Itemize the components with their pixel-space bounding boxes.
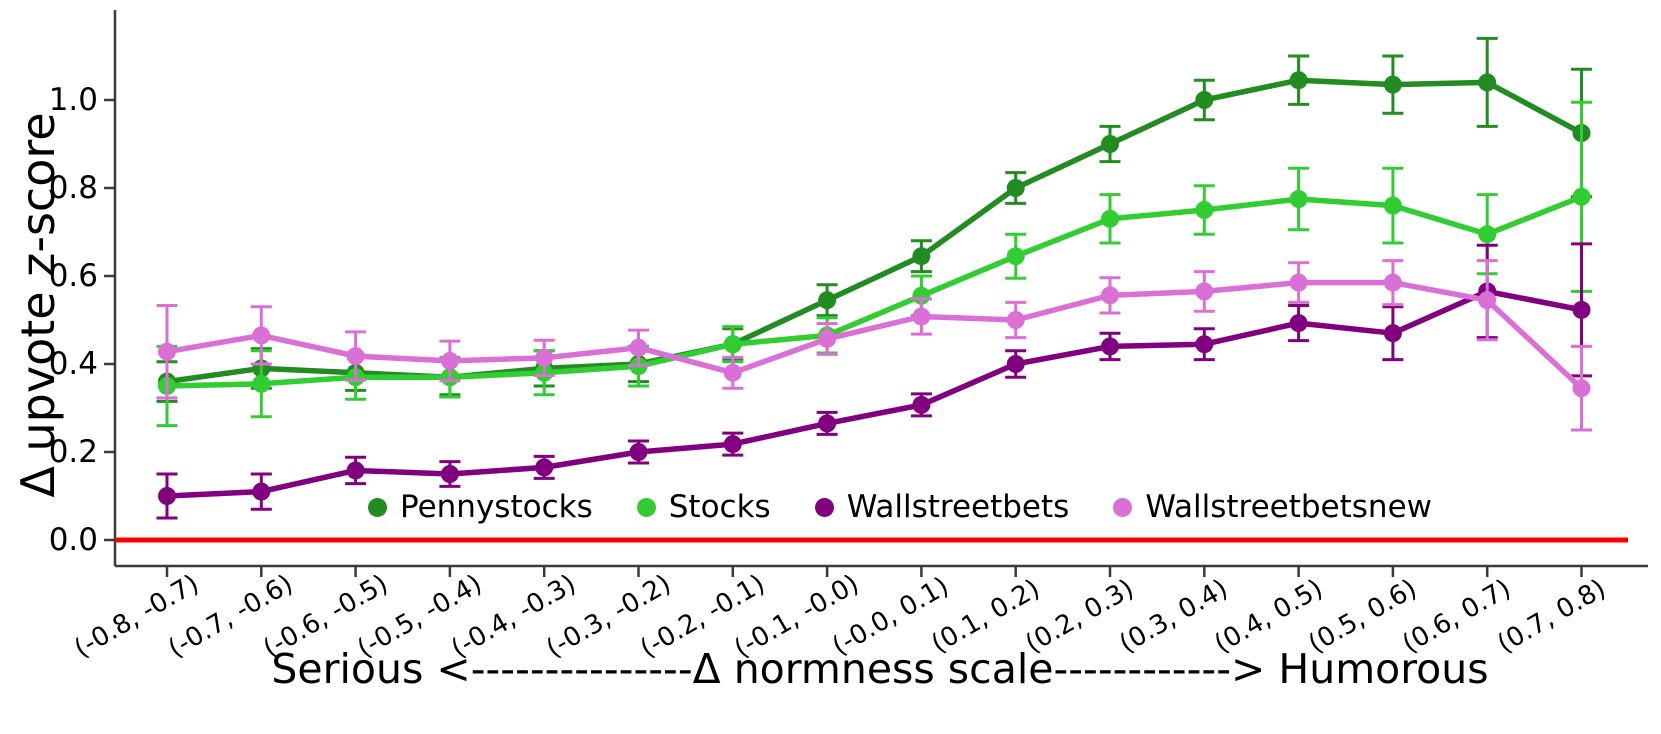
series-line bbox=[166, 77, 1583, 385]
data-point-marker bbox=[1195, 91, 1214, 109]
series-pennystocks bbox=[156, 36, 1592, 403]
data-point-marker bbox=[1006, 179, 1025, 197]
data-point-marker bbox=[252, 326, 271, 345]
data-point-marker bbox=[1101, 337, 1119, 356]
series-wallstreetbetsnew bbox=[156, 259, 1592, 432]
data-point-marker bbox=[158, 487, 176, 505]
legend-item-wallstreetbetsnew: Wallstreetbetsnew bbox=[1113, 490, 1432, 524]
data-point-marker bbox=[1101, 135, 1119, 153]
y-tick-label: 0.8 bbox=[48, 170, 98, 206]
data-point-marker bbox=[1289, 273, 1308, 292]
data-point-marker bbox=[252, 482, 271, 501]
data-point-marker bbox=[912, 395, 931, 414]
data-point-marker bbox=[1006, 311, 1025, 329]
series-stocks bbox=[156, 100, 1592, 428]
data-point-marker bbox=[1289, 190, 1308, 208]
data-point-marker bbox=[1572, 187, 1591, 206]
legend-label: Wallstreetbets bbox=[846, 489, 1070, 525]
legend-dot-icon bbox=[814, 497, 834, 517]
data-point-marker bbox=[1478, 73, 1497, 92]
data-point-marker bbox=[535, 348, 554, 367]
data-point-marker bbox=[1383, 273, 1402, 292]
data-point-marker bbox=[1572, 379, 1591, 398]
series-line bbox=[166, 279, 1584, 391]
data-point-marker bbox=[1006, 355, 1025, 373]
series-line bbox=[166, 288, 1583, 499]
data-point-marker bbox=[440, 465, 459, 483]
data-point-marker bbox=[723, 363, 742, 382]
data-point-marker bbox=[723, 335, 742, 354]
data-point-marker bbox=[1478, 225, 1497, 244]
data-point-marker bbox=[629, 443, 648, 461]
data-point-marker bbox=[1289, 71, 1308, 90]
data-point-marker bbox=[1383, 324, 1402, 343]
y-tick-label: 0.4 bbox=[48, 346, 98, 382]
legend-item-stocks: Stocks bbox=[636, 489, 771, 525]
data-point-marker bbox=[1195, 201, 1214, 219]
data-point-marker bbox=[440, 351, 459, 370]
data-point-marker bbox=[346, 347, 365, 366]
legend-dot-icon bbox=[368, 497, 387, 517]
legend-dot-icon bbox=[636, 497, 656, 517]
data-point-marker bbox=[1101, 209, 1119, 228]
data-point-marker bbox=[818, 291, 837, 310]
data-point-marker bbox=[1101, 286, 1119, 305]
y-tick-label: 1.0 bbox=[48, 82, 98, 118]
data-point-marker bbox=[1383, 196, 1402, 215]
y-axis-label: Δ upvote z-score bbox=[11, 112, 65, 498]
x-axis-caption: Serious <---------------Δ normness scale… bbox=[271, 645, 1489, 693]
legend-item-wallstreetbets: Wallstreetbets bbox=[814, 489, 1070, 525]
legend-item-pennystocks: Pennystocks bbox=[368, 490, 593, 524]
data-point-marker bbox=[1195, 335, 1214, 354]
series-wallstreetbets bbox=[156, 242, 1592, 520]
data-point-marker bbox=[912, 247, 931, 266]
data-point-marker bbox=[1006, 247, 1025, 266]
data-point-marker bbox=[912, 307, 931, 326]
data-point-marker bbox=[629, 338, 648, 357]
legend-label: Pennystocks bbox=[400, 489, 593, 525]
y-tick-label: 0.0 bbox=[48, 522, 98, 558]
data-point-marker bbox=[158, 342, 176, 361]
data-point-marker bbox=[818, 329, 837, 348]
data-point-marker bbox=[723, 435, 742, 454]
data-point-marker bbox=[1383, 75, 1402, 94]
data-point-marker bbox=[1289, 314, 1308, 333]
data-point-marker bbox=[818, 414, 837, 433]
data-point-marker bbox=[1195, 282, 1214, 301]
legend-label: Stocks bbox=[668, 489, 771, 525]
data-point-marker bbox=[346, 461, 365, 480]
data-point-marker bbox=[252, 374, 271, 393]
data-point-marker bbox=[535, 458, 554, 477]
series-line bbox=[166, 194, 1583, 389]
legend-label: Wallstreetbetsnew bbox=[1145, 489, 1433, 525]
data-point-marker bbox=[1572, 300, 1591, 319]
y-tick-label: 0.2 bbox=[48, 434, 98, 470]
data-point-marker bbox=[1478, 291, 1497, 310]
legend: Pennystocks Stocks Wallstreetbets Wallstree… bbox=[368, 490, 1432, 524]
legend-dot-icon bbox=[1113, 497, 1133, 517]
y-tick-label: 0.6 bbox=[48, 258, 98, 294]
